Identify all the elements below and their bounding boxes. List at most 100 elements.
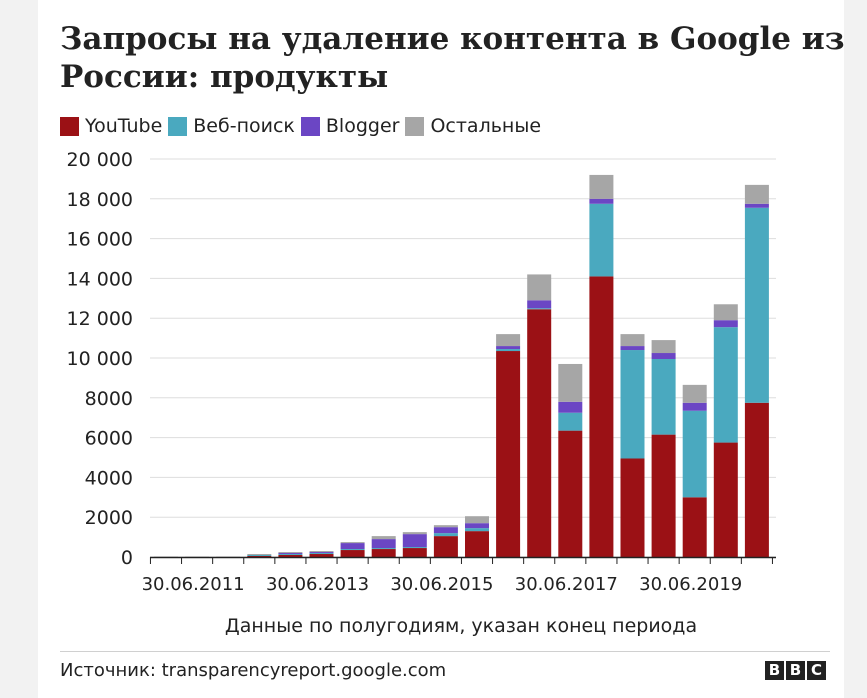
- bar-segment: [371, 549, 396, 557]
- bar-segment: [402, 548, 427, 557]
- bar-segment: [682, 497, 707, 557]
- bar-segment: [371, 539, 396, 549]
- bar-segment: [713, 442, 738, 557]
- bar-segment: [309, 553, 334, 555]
- bar-segment: [433, 525, 458, 528]
- bar-segment: [247, 556, 272, 557]
- y-tick-label: 14 000: [67, 268, 133, 290]
- legend-label-youtube: YouTube: [85, 115, 163, 137]
- legend-label-other: Остальные: [430, 115, 542, 137]
- legend-item-blogger: Blogger: [300, 115, 400, 137]
- bar-segment: [744, 203, 769, 208]
- y-tick-label: 4000: [85, 467, 133, 489]
- bar-segment: [651, 434, 676, 557]
- bar-segment: [496, 346, 521, 350]
- legend-label-blogger: Blogger: [325, 115, 400, 137]
- bar-segment: [402, 547, 427, 549]
- bar-segment: [744, 184, 769, 204]
- bar-segment: [465, 531, 489, 557]
- x-tick-label: 30.06.2017: [515, 574, 618, 595]
- bar-segment: [340, 542, 365, 544]
- bar-segment: [496, 351, 521, 557]
- bar-segment: [589, 174, 614, 199]
- bar-segment: [465, 523, 489, 529]
- y-tick-label: 20 000: [67, 149, 133, 171]
- bar-segment: [496, 349, 521, 352]
- chart-panel: [38, 0, 844, 698]
- bar-segment: [713, 304, 738, 321]
- bar-segment: [527, 274, 552, 301]
- bar-segment: [620, 346, 645, 351]
- bar-segment: [309, 552, 334, 554]
- bar-segment: [651, 358, 676, 435]
- bar-segment: [558, 363, 583, 402]
- bar-segment: [558, 430, 583, 557]
- y-tick-label: 0: [121, 547, 133, 569]
- bbc-logo-letter: B: [786, 661, 805, 680]
- chart-title: Запросы на удаление контента в Google из…: [60, 21, 845, 95]
- bar-segment: [620, 458, 645, 557]
- bar-segment: [527, 308, 552, 310]
- bar-segment: [433, 533, 458, 537]
- bar-segment: [589, 198, 614, 204]
- bar-segment: [247, 555, 272, 557]
- bar-segment: [744, 207, 769, 403]
- bar-segment: [558, 412, 583, 431]
- bar-segment: [465, 516, 489, 524]
- bar-segment: [744, 402, 769, 557]
- x-axis-label: Данные по полугодиям, указан конец перио…: [225, 615, 697, 637]
- legend-item-web-search: Веб-поиск: [168, 115, 295, 137]
- legend-swatch-web-search: [168, 116, 188, 136]
- bar-segment: [278, 554, 303, 556]
- bar-segment: [496, 334, 521, 347]
- bar-segment: [465, 528, 489, 532]
- y-tick-label: 6000: [85, 428, 133, 450]
- bbc-logo: B B C: [763, 661, 826, 680]
- source-note: Источник: transparencyreport.google.com: [60, 660, 447, 681]
- legend: YouTube Веб-поиск Blogger Остальные: [60, 114, 547, 138]
- legend-item-other: Остальные: [405, 115, 541, 137]
- y-tick-label: 16 000: [67, 229, 133, 251]
- bar-segment: [713, 327, 738, 443]
- bar-segment: [247, 554, 272, 556]
- x-tick-label: 30.06.2015: [390, 574, 493, 595]
- bar-segment: [278, 555, 303, 557]
- bar-segment: [402, 534, 427, 548]
- bar-segment: [589, 203, 614, 277]
- bar-segment: [278, 552, 303, 554]
- bar-segment: [371, 548, 396, 550]
- legend-swatch-youtube: [60, 116, 79, 136]
- legend-label-web-search: Веб-поиск: [193, 115, 295, 137]
- bar-segment: [620, 334, 645, 347]
- bar-segment: [682, 384, 707, 403]
- bbc-logo-letter: B: [765, 661, 784, 680]
- bar-segment: [527, 300, 552, 309]
- bar-segment: [713, 320, 738, 328]
- bar-segment: [433, 536, 458, 557]
- y-tick-label: 12 000: [67, 308, 133, 330]
- bar-segment: [682, 410, 707, 498]
- bar-segment: [558, 401, 583, 413]
- legend-swatch-other: [405, 116, 425, 136]
- x-tick-label: 30.06.2019: [639, 574, 742, 595]
- y-tick-label: 10 000: [67, 348, 133, 370]
- bar-segment: [620, 350, 645, 459]
- bar-segment: [527, 309, 552, 557]
- bar-segment: [340, 549, 365, 551]
- bar-segment: [589, 276, 614, 557]
- bar-segment: [651, 353, 676, 359]
- y-tick-label: 2000: [85, 507, 133, 529]
- bar-segment: [340, 550, 365, 557]
- legend-item-youtube: YouTube: [60, 115, 162, 137]
- y-tick-label: 8000: [85, 388, 133, 410]
- bbc-logo-letter: C: [807, 661, 826, 680]
- x-tick-label: 30.06.2013: [266, 574, 369, 595]
- bar-segment: [340, 543, 365, 550]
- bar-segment: [371, 536, 396, 540]
- bar-segment: [278, 553, 303, 555]
- x-tick-label: 30.06.2011: [142, 574, 245, 595]
- bar-segment: [402, 532, 427, 535]
- bar-segment: [682, 402, 707, 411]
- bar-segment: [433, 527, 458, 534]
